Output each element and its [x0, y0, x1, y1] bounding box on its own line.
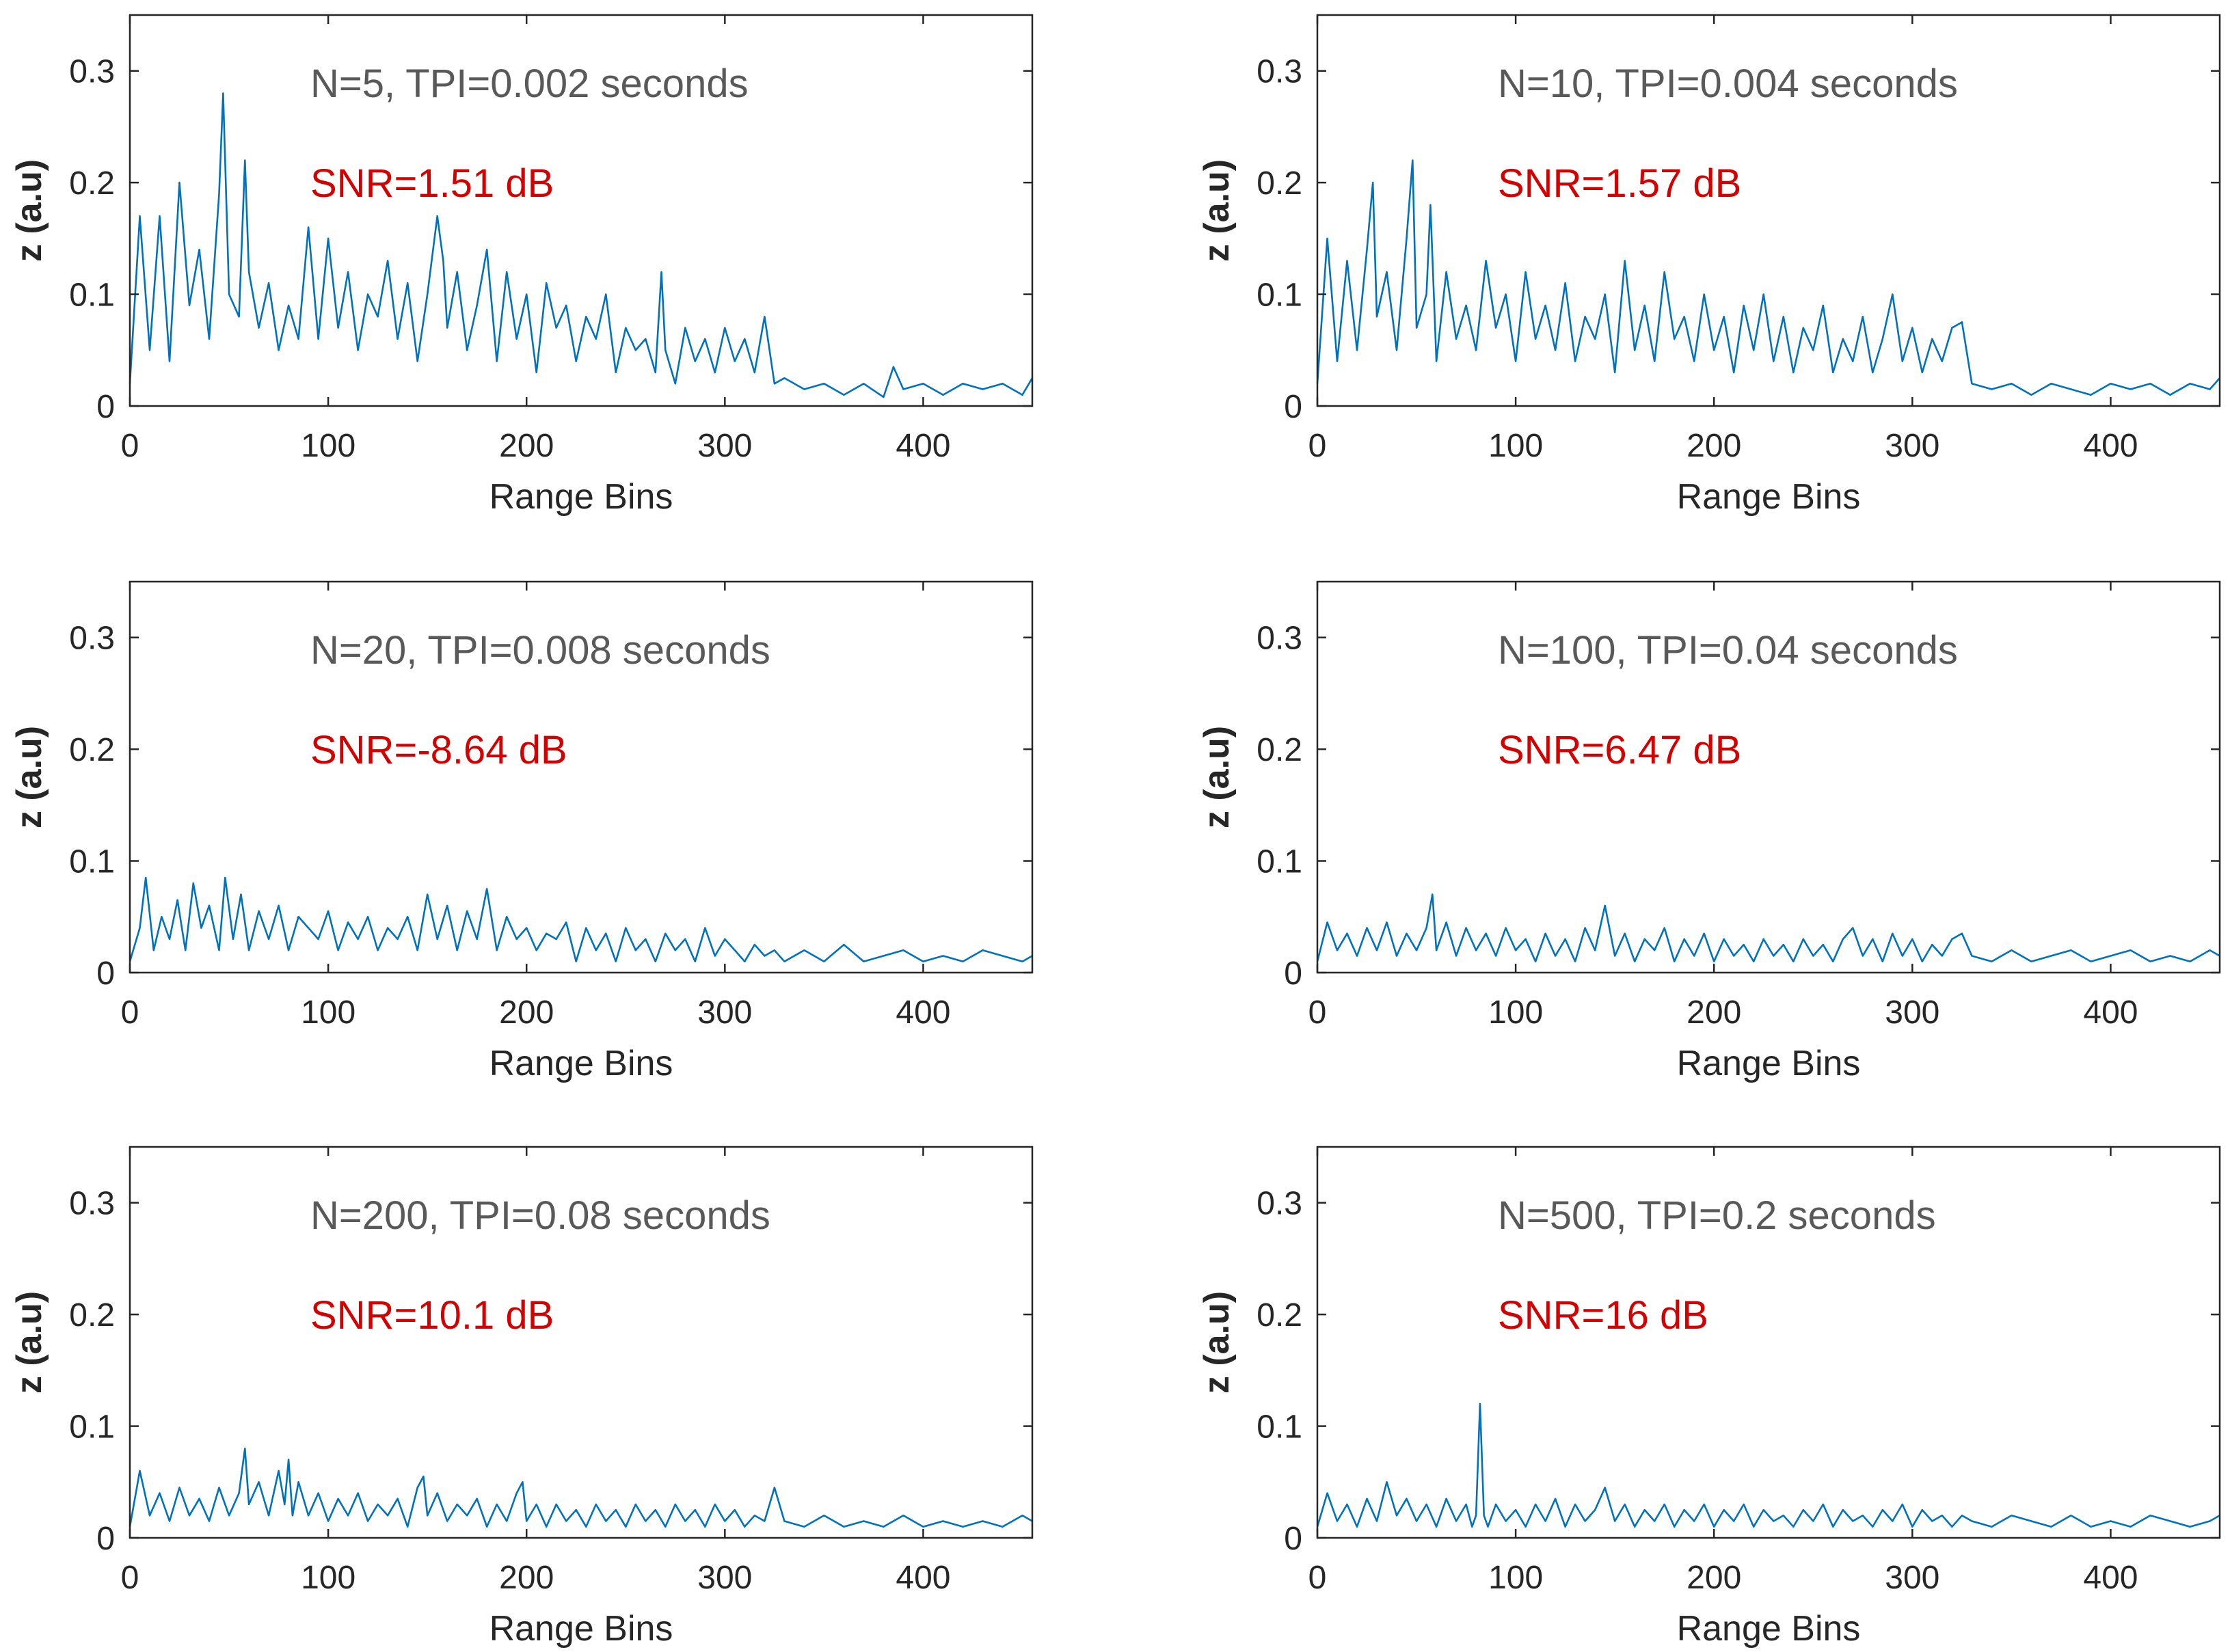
x-tick-label: 0 — [1308, 428, 1327, 464]
y-tick-label: 0.2 — [69, 732, 115, 768]
y-tick-label: 0.3 — [69, 54, 115, 90]
annotation-snr: SNR=1.57 dB — [1498, 161, 1741, 206]
y-tick-label: 0.2 — [1257, 1297, 1302, 1333]
y-axis-label: z (a.u) — [10, 159, 49, 262]
annotation-snr: SNR=6.47 dB — [1498, 728, 1741, 772]
x-tick-label: 100 — [301, 428, 355, 464]
x-tick-label: 300 — [1885, 1560, 1939, 1596]
x-tick-label: 0 — [121, 994, 139, 1031]
y-tick-label: 0.1 — [69, 844, 115, 880]
x-tick-label: 400 — [896, 428, 950, 464]
y-tick-label: 0 — [1284, 956, 1302, 992]
x-axis-label: Range Bins — [1677, 1609, 1861, 1649]
y-tick-label: 0.1 — [69, 1409, 115, 1446]
y-axis-label: z (a.u) — [1197, 159, 1237, 262]
y-tick-label: 0.2 — [1257, 165, 1302, 202]
x-tick-label: 200 — [499, 1560, 554, 1596]
annotation-snr: SNR=10.1 dB — [310, 1293, 554, 1338]
subplot-2: 0 100 200 300 400 0 0.1 0.2 0.3 Range Bins z (a.u)… — [1197, 14, 2221, 517]
y-tick-label: 0.1 — [69, 277, 115, 314]
axes-box — [1316, 580, 2221, 974]
x-tick-label: 200 — [499, 428, 554, 464]
y-axis-label: z (a.u) — [1197, 1291, 1237, 1394]
subplot-1: 0 100 200 300 400 0 0.1 0.2 0.3 Range Bins z (a.u)… — [10, 14, 1034, 517]
annotation-snr: SNR=1.51 dB — [310, 161, 554, 206]
x-tick-label: 200 — [1687, 994, 1741, 1031]
x-tick-label: 300 — [1885, 428, 1939, 464]
x-tick-label: 300 — [697, 994, 752, 1031]
series-line-z — [129, 1448, 1033, 1528]
y-tick-label: 0 — [96, 1521, 115, 1557]
y-tick-label: 0.2 — [1257, 732, 1302, 768]
x-tick-label: 100 — [1488, 428, 1543, 464]
y-tick-label: 0.1 — [1257, 277, 1302, 314]
y-tick-label: 0.3 — [1257, 1186, 1302, 1222]
x-axis-label: Range Bins — [489, 1609, 673, 1649]
x-tick-label: 200 — [1687, 1560, 1741, 1596]
x-tick-label: 100 — [1488, 994, 1543, 1031]
annotation-parameters: N=500, TPI=0.2 seconds — [1498, 1193, 1936, 1238]
y-tick-label: 0 — [96, 956, 115, 992]
x-tick-label: 0 — [121, 428, 139, 464]
x-tick-label: 0 — [1308, 994, 1327, 1031]
series-line-z — [1316, 159, 2220, 396]
axes-box — [129, 14, 1034, 407]
y-tick-label: 0.3 — [1257, 621, 1302, 657]
y-tick-label: 0 — [96, 389, 115, 425]
axes-box — [129, 580, 1034, 974]
x-tick-label: 400 — [2083, 1560, 2138, 1596]
annotation-parameters: N=5, TPI=0.002 seconds — [310, 62, 749, 106]
x-tick-label: 300 — [697, 1560, 752, 1596]
annotation-parameters: N=200, TPI=0.08 seconds — [310, 1193, 770, 1238]
y-tick-label: 0 — [1284, 389, 1302, 425]
y-tick-label: 0.2 — [69, 1297, 115, 1333]
annotation-parameters: N=10, TPI=0.004 seconds — [1498, 62, 1958, 106]
annotation-snr: SNR=-8.64 dB — [310, 728, 567, 772]
axes-box — [129, 1146, 1034, 1539]
subplot-3: 0 100 200 300 400 0 0.1 0.2 0.3 Range Bins z (a.u)… — [10, 580, 1034, 1083]
x-axis-label: Range Bins — [489, 1044, 673, 1083]
x-tick-label: 400 — [2083, 994, 2138, 1031]
x-tick-label: 0 — [1308, 1560, 1327, 1596]
series-line-z — [1316, 1403, 2220, 1528]
y-tick-label: 0.1 — [1257, 844, 1302, 880]
axes-box — [1316, 1146, 2221, 1539]
y-tick-label: 0.3 — [69, 1186, 115, 1222]
y-axis-label: z (a.u) — [10, 726, 49, 828]
annotation-parameters: N=100, TPI=0.04 seconds — [1498, 628, 1958, 673]
x-tick-label: 400 — [896, 1560, 950, 1596]
annotation-snr: SNR=16 dB — [1498, 1293, 1708, 1338]
annotation-parameters: N=20, TPI=0.008 seconds — [310, 628, 770, 673]
subplot-5: 0 100 200 300 400 0 0.1 0.2 0.3 Range Bins z (a.u)… — [10, 1146, 1034, 1649]
x-tick-label: 100 — [301, 1560, 355, 1596]
subplot-6: 0 100 200 300 400 0 0.1 0.2 0.3 Range Bins z (a.u)… — [1197, 1146, 2221, 1649]
x-tick-label: 300 — [1885, 994, 1939, 1031]
x-axis-label: Range Bins — [1677, 1044, 1861, 1083]
series-line-z — [129, 92, 1034, 398]
series-line-z — [1316, 893, 2220, 962]
x-tick-label: 0 — [121, 1560, 139, 1596]
y-axis-label: z (a.u) — [10, 1291, 49, 1394]
x-tick-label: 400 — [896, 994, 950, 1031]
x-axis-label: Range Bins — [1677, 477, 1861, 517]
subplot-4: 0 100 200 300 400 0 0.1 0.2 0.3 Range Bins z (a.u)… — [1197, 580, 2221, 1083]
y-tick-label: 0.2 — [69, 165, 115, 202]
y-tick-label: 0.1 — [1257, 1409, 1302, 1446]
y-tick-label: 0 — [1284, 1521, 1302, 1557]
axes-box — [1316, 14, 2221, 407]
x-tick-label: 100 — [301, 994, 355, 1031]
y-tick-label: 0.3 — [1257, 54, 1302, 90]
y-tick-label: 0.3 — [69, 621, 115, 657]
x-axis-label: Range Bins — [489, 477, 673, 517]
series-line-z — [129, 876, 1033, 962]
x-tick-label: 300 — [697, 428, 752, 464]
x-tick-label: 100 — [1488, 1560, 1543, 1596]
x-tick-label: 400 — [2083, 428, 2138, 464]
x-tick-label: 200 — [1687, 428, 1741, 464]
x-tick-label: 200 — [499, 994, 554, 1031]
y-axis-label: z (a.u) — [1197, 726, 1237, 828]
